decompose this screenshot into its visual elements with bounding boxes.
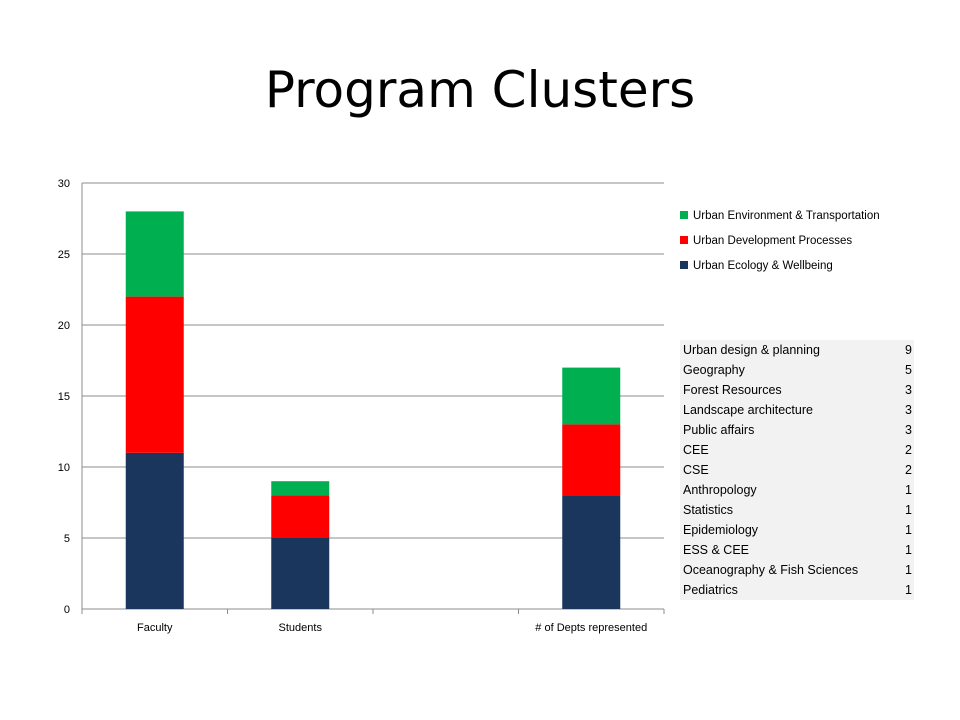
department-count: 1	[905, 503, 912, 517]
departments-table-body: Urban design & planning 9 Geography 5 Forest…	[680, 340, 914, 600]
legend-label: Urban Environment & Transportation	[693, 210, 880, 222]
legend-swatch	[680, 261, 688, 269]
department-count: 1	[905, 583, 912, 597]
department-count: 1	[905, 543, 912, 557]
department-name: Epidemiology	[683, 523, 759, 537]
legend-swatch	[680, 236, 688, 244]
bar-segment	[271, 481, 330, 496]
department-count: 1	[905, 523, 912, 537]
department-name: Anthropology	[683, 483, 757, 497]
legend-label: Urban Ecology & Wellbeing	[693, 260, 833, 272]
table-row: Forest Resources 3	[680, 380, 914, 400]
bar-segment	[125, 452, 184, 609]
table-row: Epidemiology 1	[680, 520, 914, 540]
table-row: CSE 2	[680, 460, 914, 480]
department-count: 1	[905, 563, 912, 577]
department-name: CEE	[683, 443, 709, 457]
table-row: Anthropology 1	[680, 480, 914, 500]
department-name: Statistics	[683, 503, 734, 517]
legend-swatch	[680, 211, 688, 219]
y-tick-label: 5	[64, 533, 70, 545]
department-name: Public affairs	[683, 423, 755, 437]
y-tick-label: 0	[64, 604, 70, 616]
x-tick-label: # of Depts represented	[535, 622, 647, 634]
x-tick-label: Students	[279, 622, 323, 634]
bar-segment	[271, 538, 330, 609]
y-tick-label: 20	[58, 320, 70, 332]
department-name: CSE	[683, 463, 709, 477]
y-tick-label: 10	[58, 462, 70, 474]
bar-segment	[562, 367, 621, 425]
department-name: Urban design & planning	[683, 343, 820, 357]
department-count: 2	[905, 463, 912, 477]
legend-label: Urban Development Processes	[693, 235, 852, 247]
department-count: 1	[905, 483, 912, 497]
department-name: Geography	[683, 363, 745, 377]
y-tick-label: 30	[58, 178, 70, 190]
department-count: 3	[905, 403, 912, 417]
department-count: 2	[905, 443, 912, 457]
table-row: Pediatrics 1	[680, 580, 914, 600]
table-row: ESS & CEE 1	[680, 540, 914, 560]
table-row: Landscape architecture 3	[680, 400, 914, 420]
y-tick-label: 25	[58, 249, 70, 261]
bar-segment	[562, 495, 621, 609]
table-row: CEE 2	[680, 440, 914, 460]
table-row: Urban design & planning 9	[680, 340, 914, 360]
bar-segment	[125, 211, 184, 297]
bar-segment	[271, 495, 330, 538]
department-count: 5	[905, 363, 912, 377]
table-row: Public affairs 3	[680, 420, 914, 440]
department-name: Forest Resources	[683, 383, 782, 397]
table-row: Statistics 1	[680, 500, 914, 520]
y-tick-label: 15	[58, 391, 70, 403]
department-name: Oceanography & Fish Sciences	[683, 563, 859, 577]
table-row: Oceanography & Fish Sciences 1	[680, 560, 914, 580]
department-count: 9	[905, 343, 912, 357]
department-count: 3	[905, 423, 912, 437]
department-name: ESS & CEE	[683, 543, 749, 557]
department-name: Landscape architecture	[683, 403, 813, 417]
x-tick-label: Faculty	[137, 622, 173, 634]
slide-title: Program Clusters	[264, 61, 696, 119]
bar-segment	[125, 296, 184, 453]
department-count: 3	[905, 383, 912, 397]
departments-table: Urban design & planning 9 Geography 5 Forest…	[680, 340, 914, 600]
bar-segment	[562, 424, 621, 496]
department-name: Pediatrics	[683, 583, 738, 597]
table-row: Geography 5	[680, 360, 914, 380]
